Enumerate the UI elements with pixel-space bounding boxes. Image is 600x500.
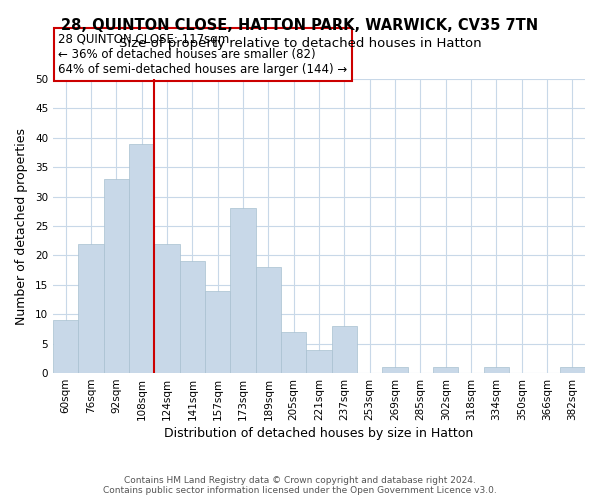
Bar [230,208,256,373]
Y-axis label: Number of detached properties: Number of detached properties [15,128,28,324]
Text: Size of property relative to detached houses in Hatton: Size of property relative to detached ho… [119,38,481,51]
Bar [154,244,180,373]
Text: Contains HM Land Registry data © Crown copyright and database right 2024.
Contai: Contains HM Land Registry data © Crown c… [103,476,497,495]
Bar [205,290,230,373]
Bar [332,326,357,373]
Text: 28 QUINTON CLOSE: 117sqm
← 36% of detached houses are smaller (82)
64% of semi-d: 28 QUINTON CLOSE: 117sqm ← 36% of detach… [58,33,347,76]
Bar [79,244,104,373]
Bar [281,332,307,373]
Bar [53,320,79,373]
Bar [484,367,509,373]
Bar [180,262,205,373]
Bar [129,144,154,373]
Text: 28, QUINTON CLOSE, HATTON PARK, WARWICK, CV35 7TN: 28, QUINTON CLOSE, HATTON PARK, WARWICK,… [61,18,539,32]
Bar [433,367,458,373]
Bar [256,267,281,373]
Bar [104,179,129,373]
Bar [307,350,332,373]
X-axis label: Distribution of detached houses by size in Hatton: Distribution of detached houses by size … [164,427,473,440]
Bar [382,367,407,373]
Bar [560,367,585,373]
